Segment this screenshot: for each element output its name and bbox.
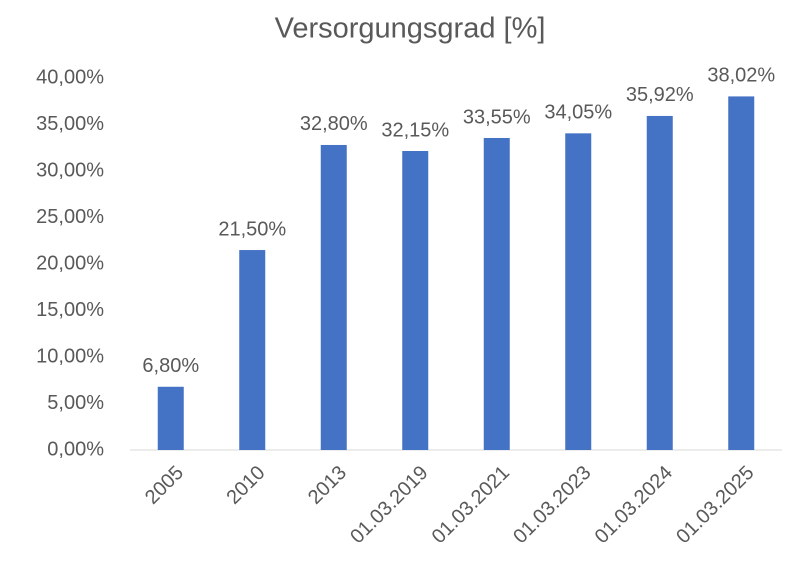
bar (402, 151, 429, 450)
x-tick-label: 2005 (141, 462, 188, 509)
bar (483, 137, 510, 451)
y-tick-label: 10,00% (36, 345, 104, 367)
x-tick-label: 01.03.2019 (346, 462, 432, 548)
bar (157, 386, 184, 450)
chart-title: Versorgungsgrad [%] (275, 13, 546, 45)
x-tick-label: 01.03.2023 (509, 462, 595, 548)
x-tick-label: 01.03.2025 (672, 462, 758, 548)
bar (565, 133, 592, 450)
bar (239, 250, 266, 450)
y-tick-label: 25,00% (36, 206, 104, 228)
y-tick-label: 30,00% (36, 159, 104, 181)
x-tick-label: 2010 (222, 462, 269, 509)
y-tick-label: 35,00% (36, 113, 104, 135)
x-tick-label: 01.03.2024 (591, 462, 677, 548)
y-tick-label: 40,00% (36, 66, 104, 88)
data-label: 35,92% (626, 84, 694, 106)
bar (320, 144, 347, 450)
bar (646, 115, 673, 450)
data-label: 38,02% (707, 65, 775, 87)
y-tick-label: 20,00% (36, 252, 104, 274)
data-label: 33,55% (463, 106, 531, 128)
y-tick-label: 15,00% (36, 299, 104, 321)
data-label: 6,80% (142, 355, 199, 377)
y-tick-label: 0,00% (47, 438, 104, 460)
data-label: 34,05% (544, 102, 612, 124)
data-label: 32,80% (300, 113, 368, 135)
data-label: 21,50% (218, 218, 286, 240)
x-tick-label: 01.03.2021 (428, 462, 514, 548)
y-tick-label: 5,00% (47, 392, 104, 414)
bar (728, 96, 755, 450)
x-tick-label: 2013 (304, 462, 351, 509)
data-label: 32,15% (381, 119, 449, 141)
